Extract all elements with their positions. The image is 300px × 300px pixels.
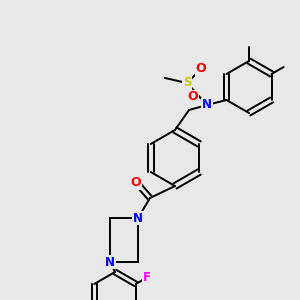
Text: N: N (133, 212, 143, 224)
Text: O: O (131, 176, 141, 188)
Text: O: O (188, 91, 198, 103)
Text: F: F (143, 271, 151, 284)
Text: O: O (196, 62, 206, 76)
Text: N: N (105, 256, 115, 268)
Text: S: S (183, 76, 191, 89)
Text: N: N (202, 98, 212, 112)
